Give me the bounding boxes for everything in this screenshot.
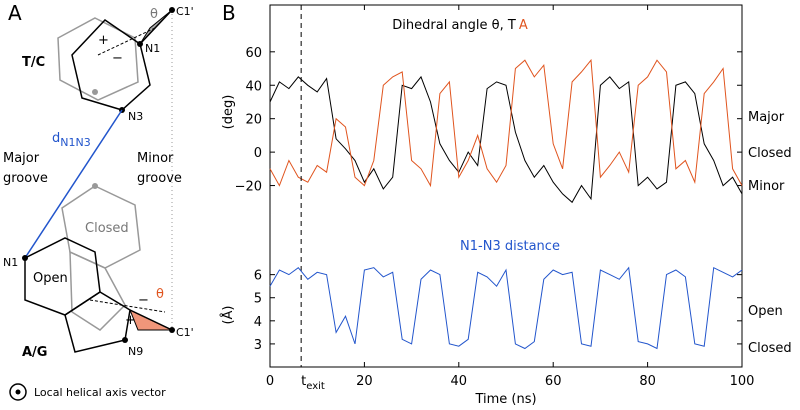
- atom: [137, 41, 143, 47]
- y-tick-label: 6: [254, 269, 262, 284]
- atom-label: N9: [128, 345, 143, 358]
- state-label: Closed: [748, 341, 792, 356]
- y-tick-label: −20: [235, 180, 262, 195]
- distance-symbol: d: [52, 131, 60, 146]
- atom: [169, 7, 175, 13]
- panel-label: A: [8, 1, 22, 25]
- panel-a: A θ C1' N1 + − T/C N3 dN1N3 Major groove…: [3, 1, 194, 401]
- plot-frame: [269, 4, 743, 368]
- dot: [92, 89, 98, 95]
- atom: [122, 337, 128, 343]
- x-tick-label: 60: [545, 374, 562, 389]
- bond: [129, 309, 173, 331]
- x-tick-label: 0: [266, 374, 274, 389]
- dot: [92, 183, 98, 189]
- state-label: Open: [748, 304, 783, 319]
- sign: +: [125, 313, 136, 328]
- exit-label: texit: [301, 374, 325, 392]
- series-line: [269, 266, 743, 350]
- state-label: Closed: [85, 221, 129, 236]
- distance-line: [24, 109, 123, 259]
- atom-label: C1': [176, 326, 194, 339]
- legend-entry: T: [507, 18, 516, 33]
- chart-title: N1-N3 distance: [460, 239, 560, 254]
- axis-symbol-dot: [15, 389, 21, 395]
- series-line: [269, 58, 743, 188]
- x-axis-label: Time (ns): [474, 392, 536, 407]
- state-label: Open: [33, 271, 68, 286]
- atom: [22, 255, 28, 261]
- groove-label: groove: [3, 171, 48, 186]
- x-tick-label: 80: [639, 374, 656, 389]
- y-axis-label: (deg): [221, 95, 236, 130]
- panel-label: B: [222, 1, 236, 25]
- base-label: A/G: [22, 345, 47, 360]
- state-label: Major: [748, 110, 785, 125]
- series-line: [269, 75, 743, 204]
- distance-subscript: N1N3: [60, 136, 90, 149]
- groove-label: Major: [3, 151, 40, 166]
- theta: θ: [150, 7, 158, 22]
- atom: [169, 327, 175, 333]
- dashed-line: [89, 299, 166, 313]
- bond: [139, 9, 173, 45]
- title-text: N1-N3 distance: [460, 239, 560, 254]
- groove-label: groove: [137, 171, 182, 186]
- x-tick-label: 20: [356, 374, 373, 389]
- ring: [64, 291, 131, 353]
- state-label: Minor: [748, 179, 785, 194]
- ring: [71, 19, 151, 111]
- sign: −: [112, 51, 123, 66]
- exit-label-main: t: [301, 374, 306, 389]
- y-tick-label: 60: [245, 46, 262, 61]
- ghost-ring: [57, 17, 139, 101]
- state-label: Closed: [748, 146, 792, 161]
- atom-label: C1': [176, 5, 194, 18]
- ghost-ring: [69, 250, 126, 331]
- axis-symbol: [9, 383, 27, 401]
- groove-label: Minor: [137, 151, 174, 166]
- atom-label: N3: [128, 110, 143, 123]
- y-tick-label: 0: [254, 146, 262, 161]
- y-tick-label: 4: [254, 315, 262, 330]
- atom-label: N1: [145, 42, 160, 55]
- distance-label: dN1N3: [52, 131, 91, 149]
- base-label: T/C: [22, 55, 45, 70]
- x-tick-label: 100: [730, 374, 755, 389]
- y-tick-label: 3: [254, 338, 262, 353]
- legend-entry: A: [519, 18, 528, 33]
- y-tick-label: 40: [245, 79, 262, 94]
- sign: −: [138, 293, 149, 308]
- dashed-line: [97, 27, 156, 56]
- atom-label: N1: [3, 256, 18, 269]
- y-tick-label: 20: [245, 113, 262, 128]
- y-tick-label: 5: [254, 292, 262, 307]
- y-axis-label: (Å): [220, 305, 236, 324]
- x-tick-label: 40: [451, 374, 468, 389]
- legend-text: Local helical axis vector: [34, 386, 166, 399]
- theta: θ: [156, 287, 164, 302]
- title-text: Dihedral angle θ,: [392, 18, 508, 33]
- exit-label-sub: exit: [306, 381, 325, 392]
- sign: +: [98, 33, 109, 48]
